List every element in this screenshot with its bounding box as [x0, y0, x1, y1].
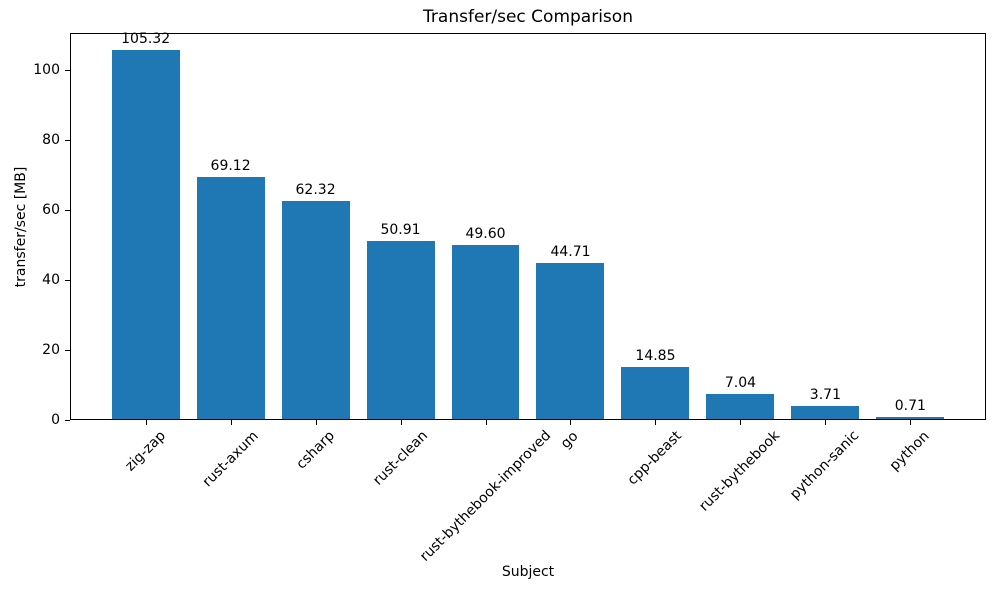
x-tick-mark [910, 420, 912, 425]
bar [366, 240, 435, 419]
bar-value-label: 44.71 [550, 243, 591, 260]
bar [791, 406, 860, 419]
x-tick-label: python [887, 427, 933, 474]
chart-title: Transfer/sec Comparison [423, 7, 633, 27]
plot-area [70, 33, 986, 420]
x-tick-mark [740, 420, 742, 425]
bar [111, 50, 180, 419]
y-tick-mark [65, 420, 70, 421]
bar-value-label: 7.04 [724, 375, 757, 392]
bar [621, 367, 690, 419]
bar-value-label: 14.85 [635, 348, 676, 365]
x-tick-mark [485, 420, 487, 425]
y-axis-label: transfer/sec [MB] [13, 166, 29, 288]
y-tick-label: 0 [51, 412, 60, 428]
x-axis-label: Subject [501, 564, 555, 580]
x-tick-label: go [558, 427, 582, 452]
x-tick-label: rust-bythebook [696, 428, 784, 515]
y-tick-mark [65, 350, 70, 352]
y-tick-label: 100 [33, 62, 60, 79]
bar [281, 200, 350, 419]
x-tick-mark [655, 420, 657, 425]
x-tick-label: cpp-beast [624, 427, 686, 489]
bar-value-label: 69.12 [210, 158, 251, 175]
x-tick-mark [400, 420, 402, 425]
y-tick-label: 40 [42, 272, 60, 289]
bar [876, 416, 945, 419]
y-tick-label: 80 [42, 132, 60, 149]
y-tick-mark [65, 280, 70, 282]
x-tick-mark [145, 420, 147, 425]
bar-value-label: 105.32 [121, 31, 171, 48]
x-tick-mark [825, 420, 827, 425]
x-tick-label: rust-axum [199, 428, 262, 491]
bar-value-label: 0.71 [894, 397, 926, 414]
bar-value-label: 3.71 [809, 387, 841, 404]
x-tick-label: rust-bythebook-improved [416, 427, 554, 566]
bar [536, 262, 605, 419]
y-tick-label: 20 [42, 342, 60, 359]
bar-value-label: 50.91 [380, 221, 421, 238]
x-tick-mark [230, 420, 232, 425]
y-tick-mark [65, 140, 70, 142]
x-tick-label: zig-zap [121, 427, 169, 475]
y-tick-label: 60 [42, 202, 60, 219]
y-tick-mark [65, 210, 70, 212]
x-tick-mark [570, 420, 572, 425]
x-tick-mark [315, 420, 317, 425]
x-tick-label: csharp [292, 427, 338, 473]
x-tick-label: rust-clean [369, 427, 431, 489]
bar [706, 394, 775, 419]
bar [196, 177, 265, 419]
bar [451, 245, 520, 419]
bar-value-label: 49.60 [465, 226, 506, 243]
y-tick-mark [65, 70, 70, 72]
x-tick-label: python-sanic [787, 427, 863, 504]
bar-value-label: 62.32 [295, 181, 336, 198]
